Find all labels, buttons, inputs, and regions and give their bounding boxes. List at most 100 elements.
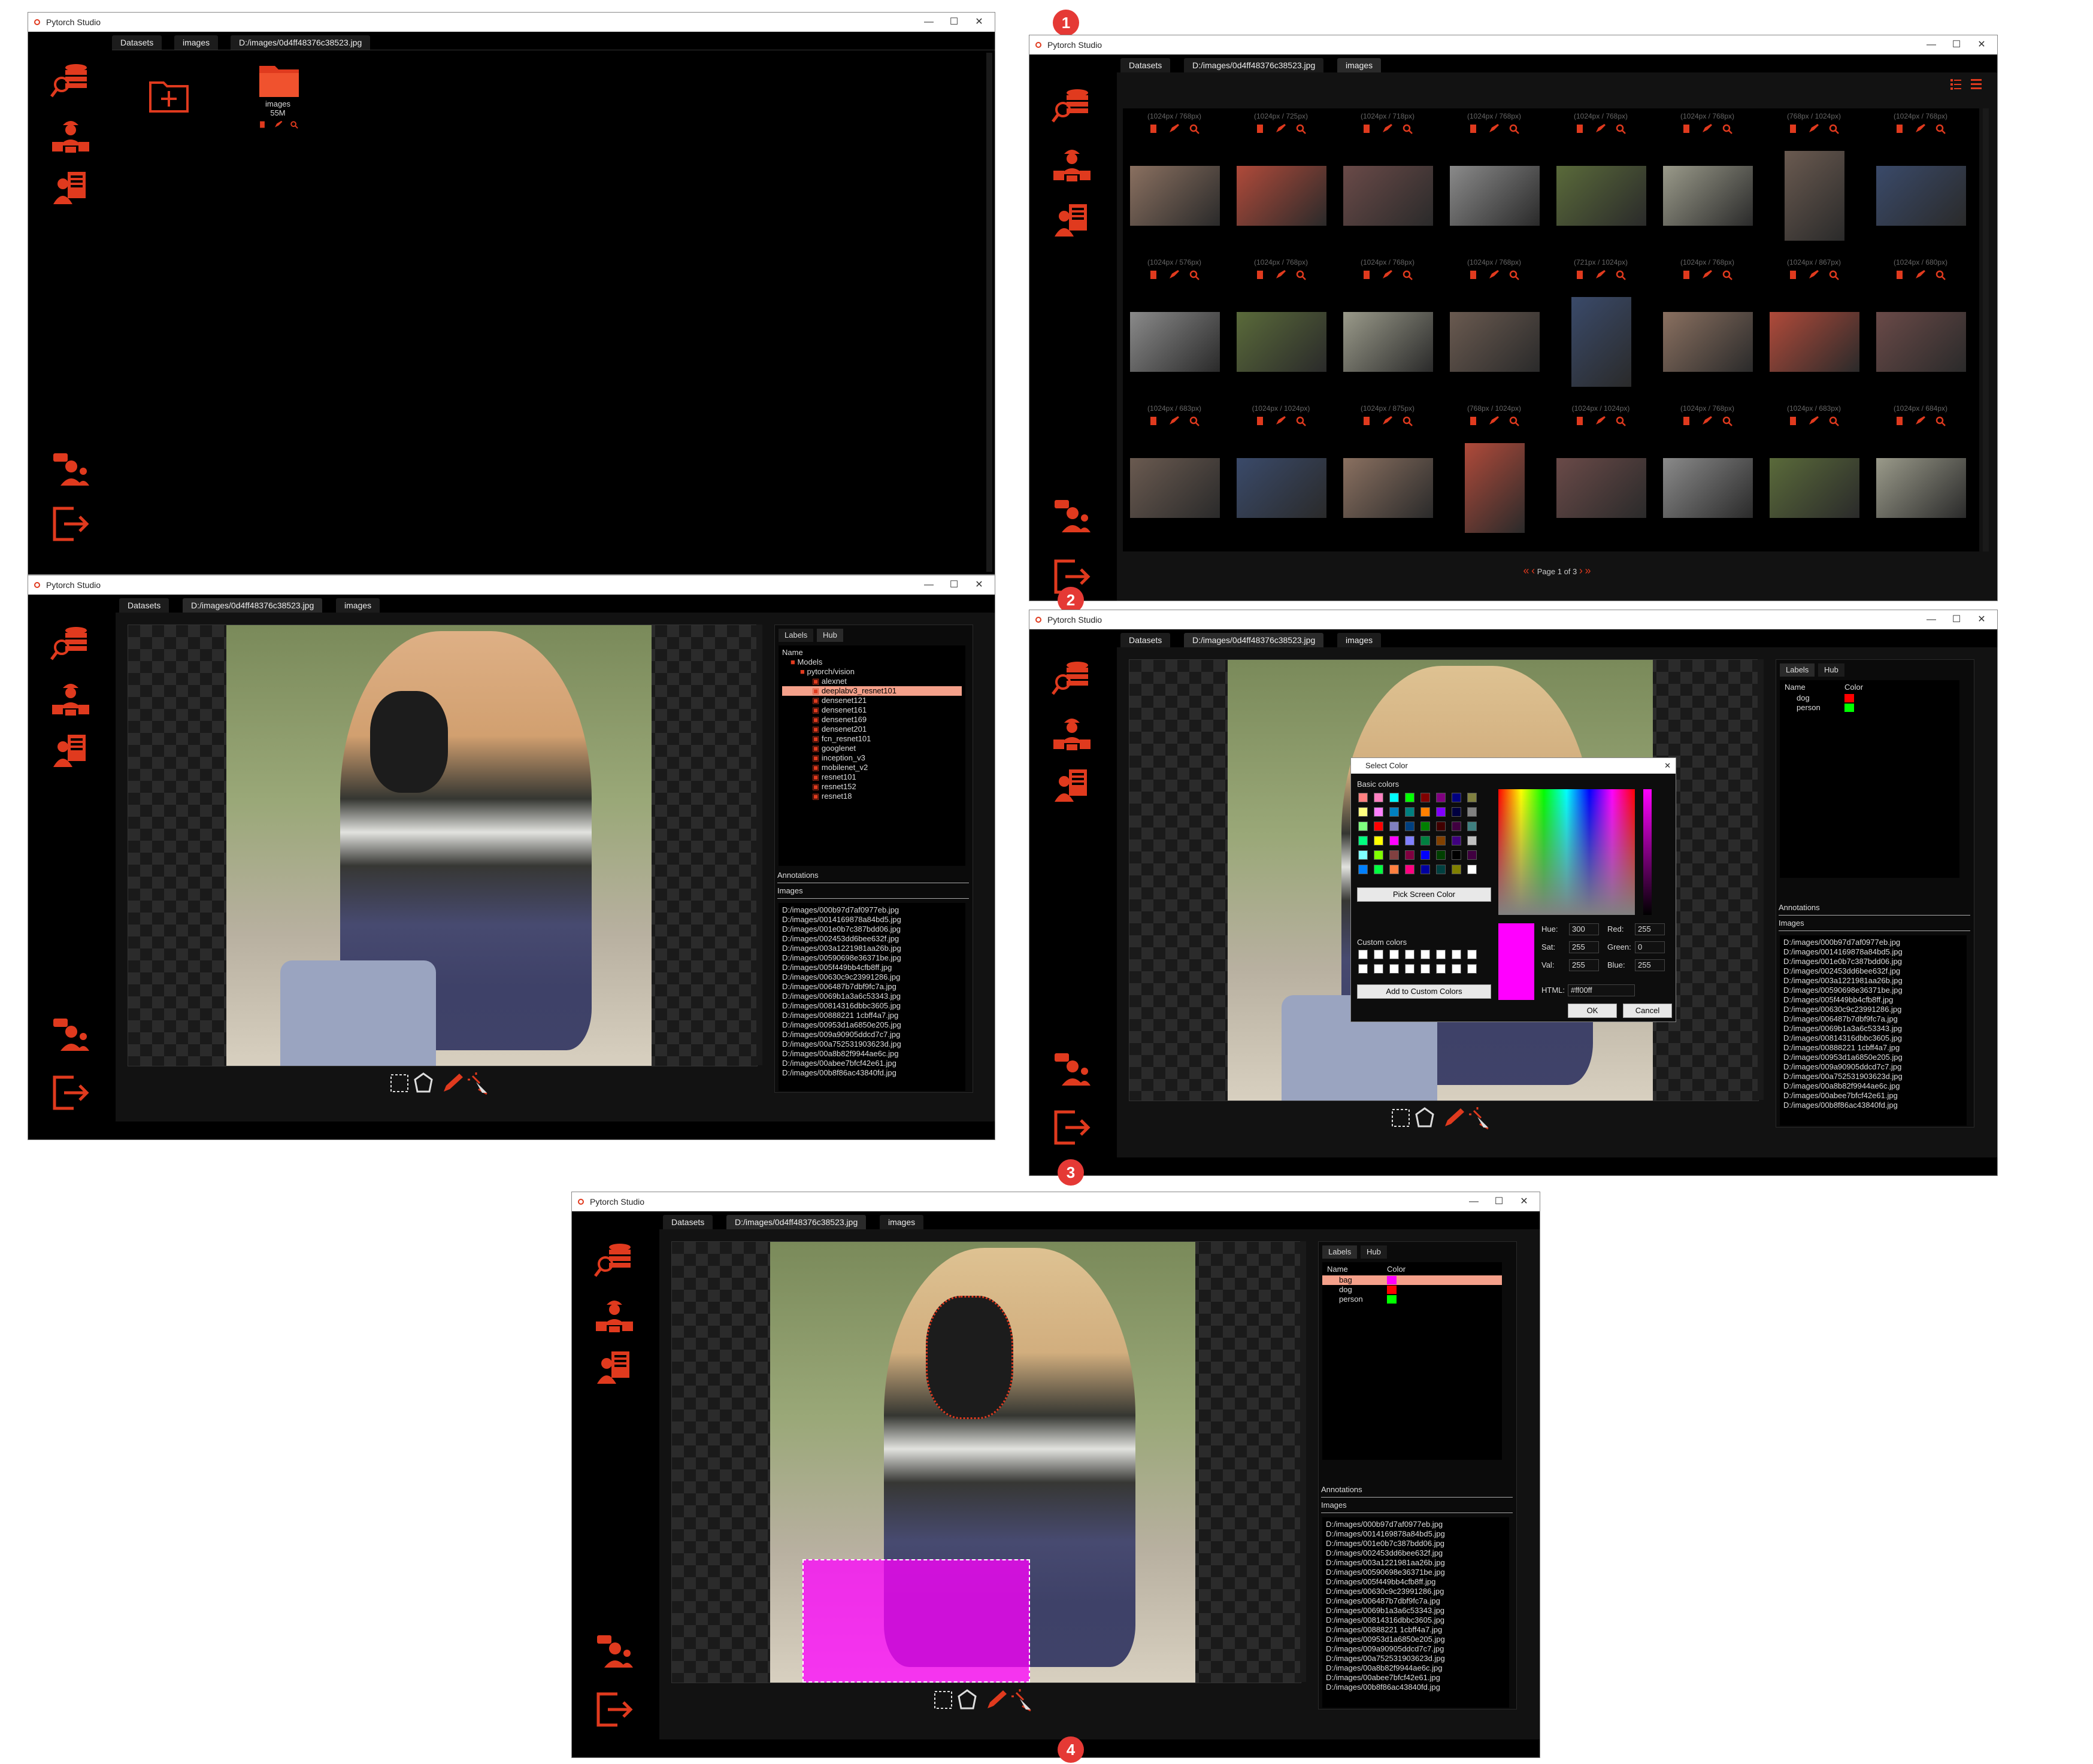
basic-color-swatch[interactable]: [1405, 850, 1414, 860]
logout-icon[interactable]: [50, 1074, 92, 1112]
thumbnail-image[interactable]: [1130, 166, 1220, 226]
tab-image-file[interactable]: D:/images/0d4ff48376c38523.jpg: [1184, 633, 1324, 647]
image-list-item[interactable]: D:/images/003a1221981aa26b.jpg: [782, 944, 901, 953]
model-item[interactable]: ▣ resnet18: [782, 792, 962, 801]
label-color-swatch[interactable]: [1387, 1276, 1397, 1284]
basic-color-swatch[interactable]: [1436, 836, 1446, 845]
first-page-icon[interactable]: «: [1523, 565, 1529, 577]
image-list-item[interactable]: D:/images/00a752531903623d.jpg: [1326, 1654, 1445, 1663]
basic-color-swatch[interactable]: [1389, 836, 1399, 845]
image-list-item[interactable]: D:/images/00abee7bfcf42e61.jpg: [1326, 1673, 1440, 1682]
report-icon[interactable]: [593, 1349, 635, 1387]
color-field-input[interactable]: 0: [1635, 941, 1665, 953]
image-list-item[interactable]: D:/images/006487b7dbf9fc7a.jpg: [782, 982, 896, 991]
tab-hub[interactable]: Hub: [1818, 663, 1844, 677]
thumbnail-card[interactable]: (768px / 1024px): [1446, 404, 1542, 533]
basic-color-swatch[interactable]: [1358, 865, 1368, 874]
image-list-item[interactable]: D:/images/00953d1a6850e205.jpg: [782, 1020, 901, 1029]
basic-color-swatch[interactable]: [1420, 836, 1430, 845]
image-list-item[interactable]: D:/images/00b8f86ac43840fd.jpg: [1783, 1101, 1898, 1110]
custom-color-swatch[interactable]: [1436, 964, 1446, 974]
model-item[interactable]: ▣ densenet121: [782, 696, 962, 705]
thumbnail-image[interactable]: [1663, 312, 1753, 372]
image-list-item[interactable]: D:/images/00a8b82f9944ae6c.jpg: [782, 1049, 899, 1058]
worker-icon[interactable]: [50, 116, 92, 154]
image-list-item[interactable]: D:/images/00b8f86ac43840fd.jpg: [782, 1068, 896, 1077]
list-view-icon[interactable]: [1970, 77, 1983, 90]
image-list-item[interactable]: D:/images/00814316dbbc3605.jpg: [1783, 1033, 1903, 1042]
basic-color-swatch[interactable]: [1467, 836, 1477, 845]
basic-color-swatch[interactable]: [1358, 850, 1368, 860]
thumbnail-card[interactable]: (1024px / 683px): [1766, 404, 1862, 518]
thumbnail-card[interactable]: (1024px / 768px): [1233, 258, 1329, 372]
prev-page-icon[interactable]: ‹: [1531, 565, 1535, 577]
basic-color-swatch[interactable]: [1452, 865, 1461, 874]
image-list-item[interactable]: D:/images/006487b7dbf9fc7a.jpg: [1783, 1014, 1898, 1023]
tab-datasets[interactable]: Datasets: [1120, 58, 1171, 72]
tab-images[interactable]: images: [336, 598, 380, 613]
thumbnail-image[interactable]: [1571, 297, 1631, 387]
label-color-swatch[interactable]: [1387, 1286, 1397, 1294]
report-icon[interactable]: [1051, 202, 1093, 240]
thumbnail-action-icons[interactable]: [1148, 123, 1202, 135]
custom-color-swatch[interactable]: [1405, 950, 1414, 959]
basic-color-swatch[interactable]: [1420, 822, 1430, 831]
label-color-swatch[interactable]: [1844, 704, 1854, 712]
team-chat-icon[interactable]: [593, 1633, 635, 1671]
logout-icon[interactable]: [50, 505, 92, 543]
basic-color-swatch[interactable]: [1467, 793, 1477, 802]
thumbnail-card[interactable]: (1024px / 768px): [1553, 112, 1649, 226]
thumbnail-action-icons[interactable]: [1361, 415, 1415, 427]
basic-color-swatch[interactable]: [1374, 865, 1383, 874]
minimize-button[interactable]: —: [1927, 614, 1936, 625]
thumbnail-action-icons[interactable]: [1148, 269, 1202, 281]
thumbnail-image[interactable]: [1556, 166, 1646, 226]
image-list-item[interactable]: D:/images/00814316dbbc3605.jpg: [1326, 1616, 1445, 1624]
custom-color-swatch[interactable]: [1420, 950, 1430, 959]
image-list-item[interactable]: D:/images/001e0b7c387bdd06.jpg: [1783, 957, 1903, 966]
annotations-section[interactable]: Annotations: [1321, 1483, 1513, 1498]
basic-color-swatch[interactable]: [1467, 807, 1477, 817]
thumbnail-image[interactable]: [1450, 166, 1540, 226]
close-button[interactable]: ✕: [1977, 614, 1986, 625]
team-chat-icon[interactable]: [1051, 498, 1093, 536]
thumbnail-card[interactable]: (1024px / 768px): [1659, 112, 1755, 226]
image-list-item[interactable]: D:/images/000b97d7af0977eb.jpg: [782, 905, 899, 914]
custom-color-swatch[interactable]: [1405, 964, 1414, 974]
basic-color-swatch[interactable]: [1452, 807, 1461, 817]
custom-color-swatch[interactable]: [1436, 950, 1446, 959]
label-row[interactable]: dog: [1322, 1285, 1502, 1295]
model-item[interactable]: ▣ inception_v3: [782, 753, 962, 763]
custom-color-swatch[interactable]: [1374, 950, 1383, 959]
image-list-item[interactable]: D:/images/003a1221981aa26b.jpg: [1783, 976, 1903, 985]
model-item[interactable]: ▣ mobilenet_v2: [782, 763, 962, 772]
color-field-input[interactable]: 255: [1635, 959, 1665, 971]
team-chat-icon[interactable]: [50, 1016, 92, 1054]
model-item[interactable]: ▣ densenet161: [782, 705, 962, 715]
tab-image-file[interactable]: D:/images/0d4ff48376c38523.jpg: [183, 598, 323, 613]
thumbnail-image[interactable]: [1343, 458, 1433, 518]
images-section[interactable]: Images: [1779, 916, 1970, 931]
image-list-item[interactable]: D:/images/000b97d7af0977eb.jpg: [1783, 938, 1901, 947]
tab-images[interactable]: images: [1337, 633, 1382, 647]
minimize-button[interactable]: —: [924, 580, 934, 590]
thumbnail-action-icons[interactable]: [1468, 269, 1522, 281]
basic-color-swatch[interactable]: [1405, 822, 1414, 831]
thumbnail-card[interactable]: (1024px / 768px): [1340, 258, 1435, 372]
images-section[interactable]: Images: [777, 884, 969, 899]
annotation-tools[interactable]: [1390, 1106, 1492, 1130]
thumbnail-card[interactable]: (1024px / 1024px): [1553, 404, 1649, 518]
maximize-button[interactable]: ☐: [949, 580, 959, 590]
image-list-item[interactable]: D:/images/0069b1a3a6c53343.jpg: [1326, 1606, 1445, 1615]
image-list-item[interactable]: D:/images/002453dd6bee632f.jpg: [782, 934, 899, 943]
thumbnail-action-icons[interactable]: [1255, 415, 1308, 427]
thumbnail-card[interactable]: (1024px / 1024px): [1233, 404, 1329, 518]
tab-labels[interactable]: Labels: [1322, 1245, 1358, 1259]
image-list-item[interactable]: D:/images/006487b7dbf9fc7a.jpg: [1326, 1596, 1440, 1605]
basic-color-swatch[interactable]: [1467, 822, 1477, 831]
image-list-item[interactable]: D:/images/009a90905ddcd7c7.jpg: [1783, 1062, 1902, 1071]
minimize-button[interactable]: —: [1469, 1196, 1479, 1207]
thumbnail-card[interactable]: (721px / 1024px): [1553, 258, 1649, 387]
basic-color-swatch[interactable]: [1358, 836, 1368, 845]
tab-datasets[interactable]: Datasets: [1120, 633, 1171, 647]
